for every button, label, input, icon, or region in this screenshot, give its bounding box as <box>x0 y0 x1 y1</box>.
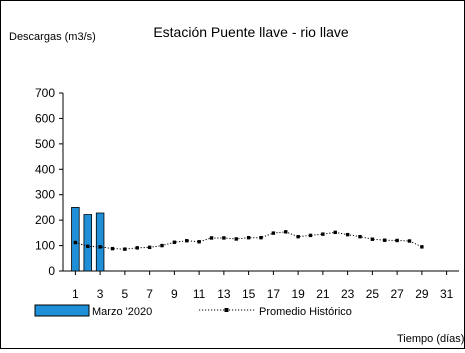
x-tick-label: 9 <box>171 287 178 301</box>
y-tick-label: 600 <box>35 111 55 125</box>
x-tick-label: 19 <box>291 287 305 301</box>
point-promedio-historico <box>383 238 387 242</box>
point-promedio-historico <box>259 235 263 240</box>
y-tick-label: 0 <box>48 264 55 278</box>
point-promedio-historico <box>321 232 325 236</box>
y-tick-label: 200 <box>35 213 55 227</box>
point-promedio-historico <box>395 238 399 243</box>
y-tick-label: 700 <box>35 86 55 100</box>
point-promedio-historico <box>135 246 139 250</box>
legend-label-marzo: Marzo '2020 <box>92 306 152 318</box>
x-tick-label: 1 <box>72 287 79 301</box>
bar-marzo-2020 <box>95 212 105 272</box>
y-tick-label: 100 <box>35 239 55 253</box>
x-tick-label: 17 <box>267 287 281 301</box>
point-promedio-historico <box>86 244 90 249</box>
point-promedio-historico <box>147 245 152 250</box>
point-promedio-historico <box>420 245 424 249</box>
point-promedio-historico <box>407 239 412 243</box>
x-tick-label: 11 <box>193 287 206 301</box>
point-promedio-historico <box>123 247 127 251</box>
x-tick-label: 21 <box>316 287 330 301</box>
y-ticks: 0 100 200 300 400 500 600 700 <box>35 86 63 278</box>
y-tick-label: 400 <box>35 162 55 176</box>
point-promedio-historico <box>197 240 201 244</box>
x-tick-label: 13 <box>217 287 231 301</box>
point-promedio-historico <box>308 233 313 238</box>
point-promedio-historico <box>246 235 251 240</box>
point-promedio-historico <box>284 230 288 234</box>
x-tick-label: 23 <box>341 287 355 301</box>
point-promedio-historico <box>333 230 337 235</box>
point-promedio-historico <box>209 236 214 240</box>
x-tick-label: 3 <box>97 287 104 301</box>
legend-label-promedio: Promedio Histórico <box>259 306 352 318</box>
y-tick-label: 300 <box>35 188 55 202</box>
point-promedio-historico <box>185 239 189 243</box>
point-promedio-historico <box>110 246 115 251</box>
legend-swatch-marzo <box>34 304 90 317</box>
x-axis-label: Tiempo (días) <box>397 333 464 345</box>
legend: Marzo '2020 Promedio Histórico <box>34 304 352 318</box>
x-tick-label: 31 <box>440 287 454 301</box>
chart-title: Estación Puente llave - rio llave <box>153 24 349 40</box>
x-tick-label: 27 <box>390 287 404 301</box>
point-promedio-historico <box>345 232 350 237</box>
x-tick-label: 25 <box>366 287 380 301</box>
point-promedio-historico <box>160 243 164 248</box>
average-line-series <box>73 230 424 251</box>
x-tick-label: 15 <box>242 287 256 301</box>
point-promedio-historico <box>370 237 375 241</box>
point-promedio-historico <box>358 234 362 239</box>
point-promedio-historico <box>222 236 226 240</box>
bar-marzo-2020 <box>71 207 80 272</box>
bar-series <box>71 207 105 272</box>
point-promedio-historico <box>234 237 238 241</box>
point-promedio-historico <box>73 240 78 245</box>
bar-marzo-2020 <box>83 214 92 272</box>
y-tick-label: 500 <box>35 137 55 151</box>
chart: Estación Puente llave - rio llave Descar… <box>9 24 464 345</box>
x-tick-label: 5 <box>122 287 129 301</box>
point-promedio-historico <box>296 234 300 239</box>
point-promedio-historico <box>172 240 177 244</box>
y-axis-label: Descargas (m3/s) <box>9 31 96 43</box>
legend-marker-promedio <box>224 308 229 312</box>
x-tick-label: 7 <box>146 287 153 301</box>
point-promedio-historico <box>271 231 276 235</box>
x-ticks: 1 3 5 7 9 11 13 15 17 19 21 23 25 27 29 31 <box>72 271 454 301</box>
x-tick-label: 29 <box>415 287 429 301</box>
point-promedio-historico <box>98 245 102 249</box>
line-promedio-historico <box>75 231 423 250</box>
